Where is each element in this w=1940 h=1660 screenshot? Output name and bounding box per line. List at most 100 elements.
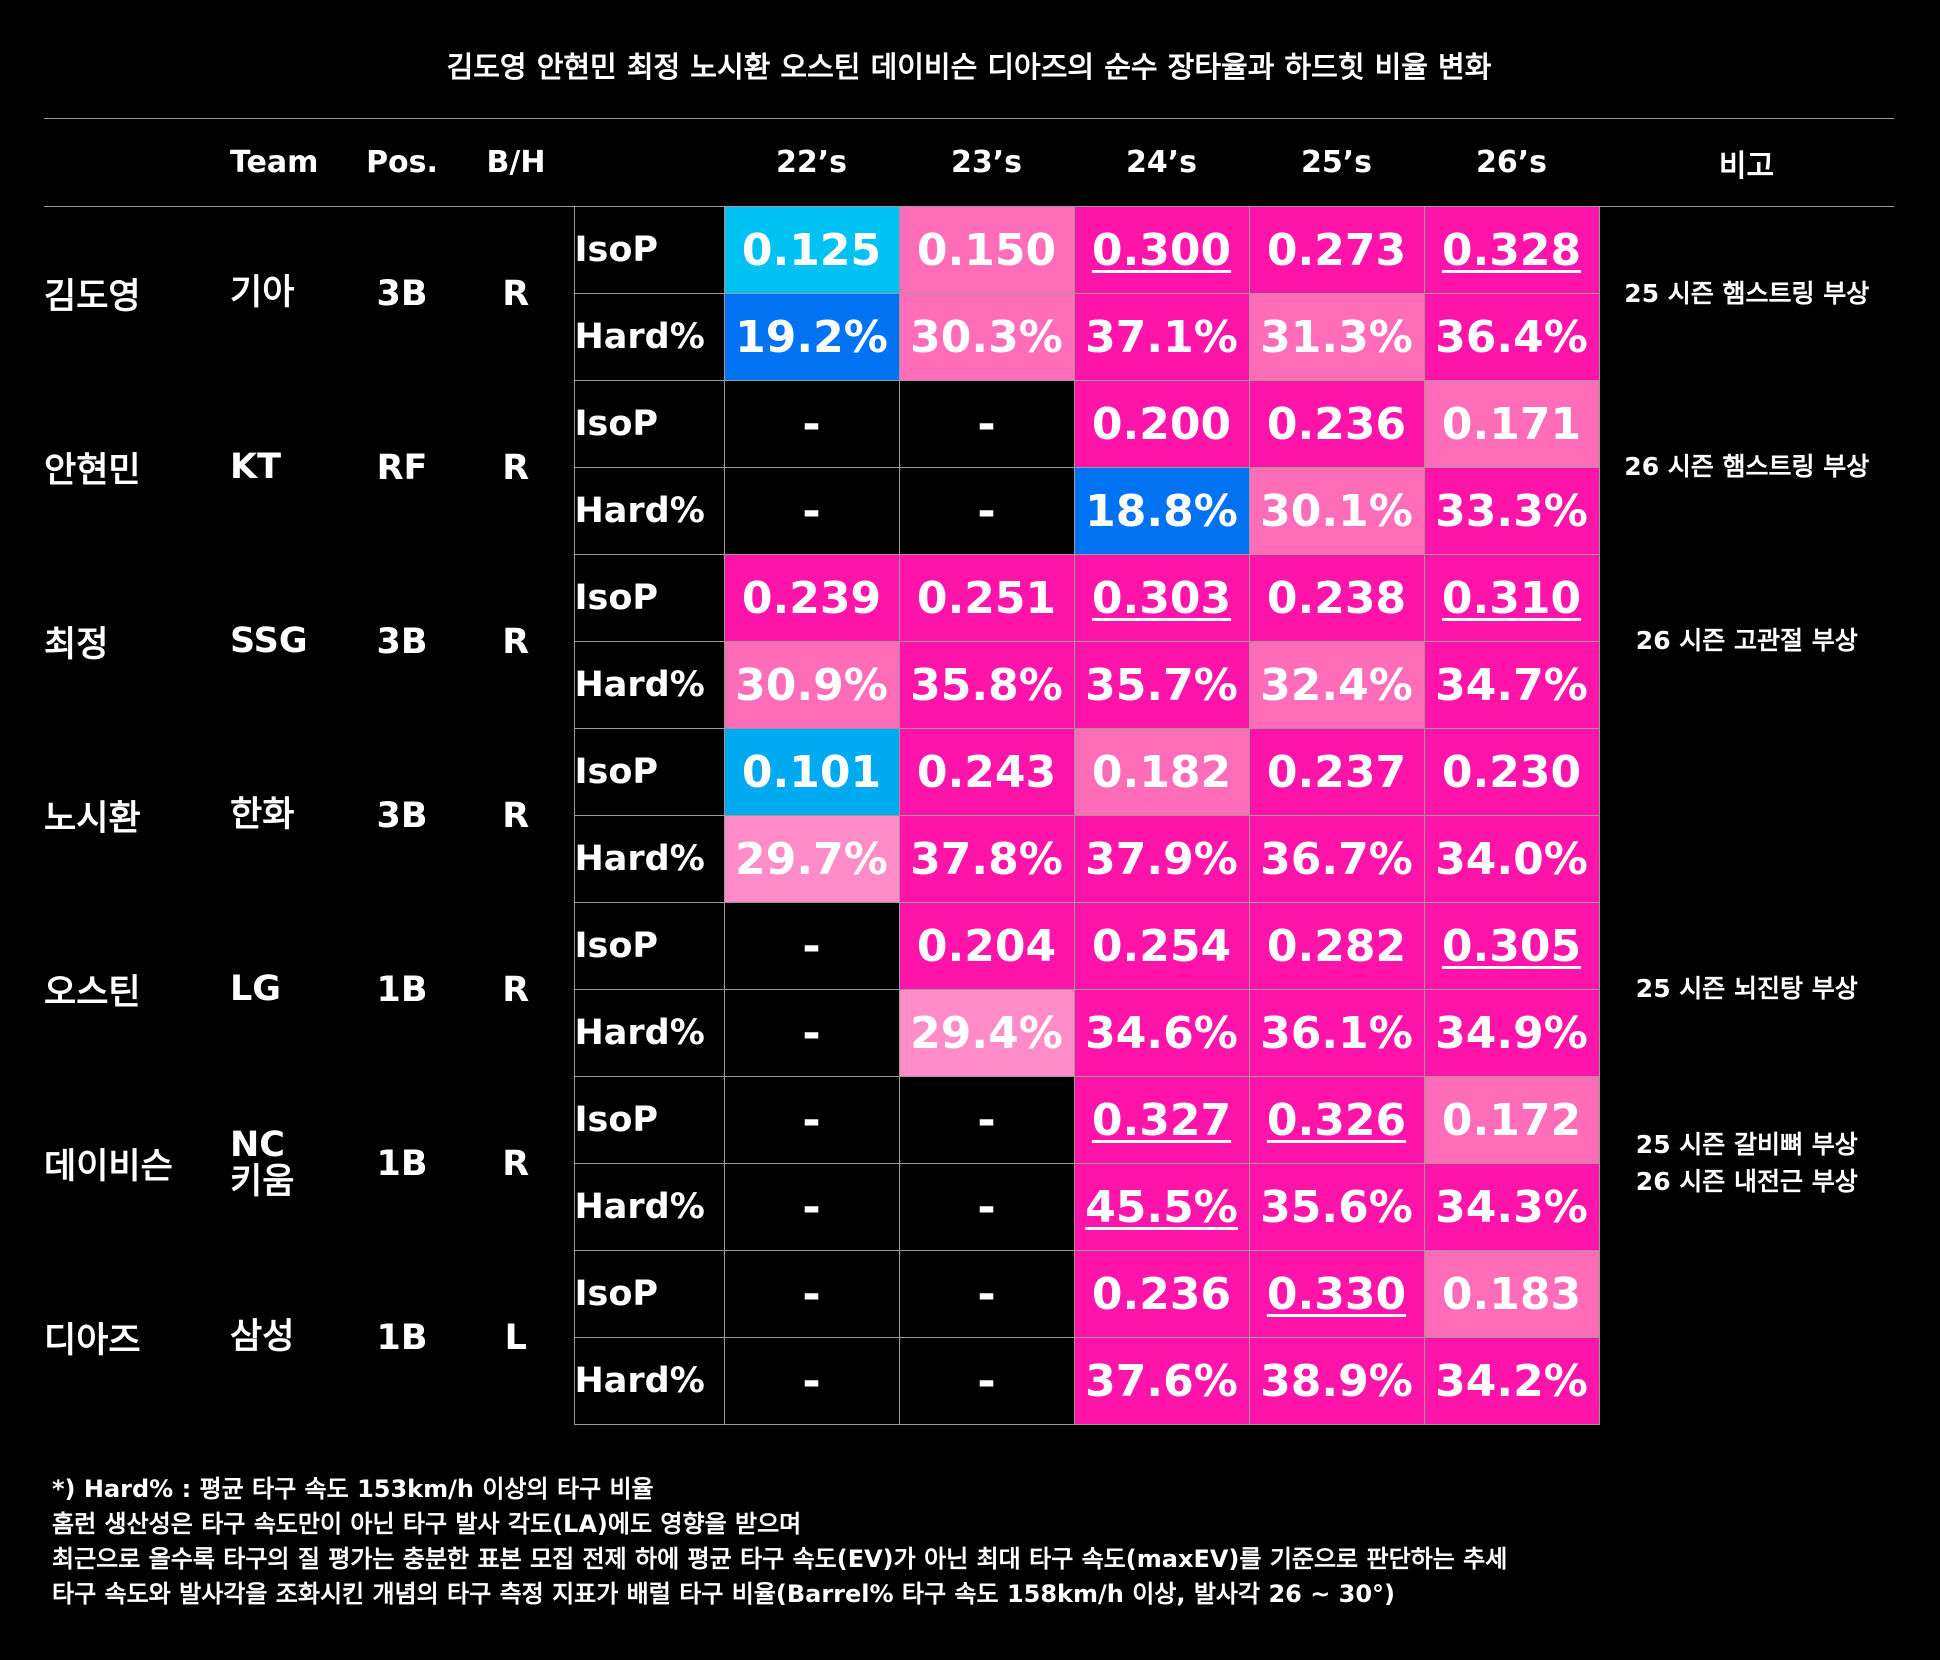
footnote-line: 최근으로 올수록 타구의 질 평가는 충분한 표본 모집 전제 하에 평균 타구… <box>52 1545 1508 1573</box>
footnote-line: 홈런 생산성은 타구 속도만이 아닌 타구 발사 각도(LA)에도 영향을 받으… <box>52 1510 802 1538</box>
stat-cell: 30.3% <box>899 293 1075 381</box>
stat-cell: 0.330 <box>1249 1250 1425 1338</box>
player-team: 삼성 <box>230 1317 295 1358</box>
header-note: 비고 <box>1599 118 1894 207</box>
stat-cell: 34.9% <box>1424 989 1600 1077</box>
stat-value: 37.6% <box>1085 1355 1238 1407</box>
stat-cell: 0.300 <box>1074 206 1250 294</box>
table-row: Hard% - - 37.6% 38.9% 34.2% <box>44 1337 1894 1425</box>
header-season-23: 23’s <box>899 118 1074 207</box>
stat-cell: 35.7% <box>1074 641 1250 729</box>
stat-cell: 36.1% <box>1249 989 1425 1077</box>
stat-value: 0.172 <box>1441 1094 1582 1146</box>
metric-label: IsoP <box>573 728 725 816</box>
stat-value: 34.2% <box>1435 1355 1588 1407</box>
stat-cell: 0.238 <box>1249 554 1425 642</box>
player-position: 1B <box>376 1143 428 1184</box>
metric-label: Hard% <box>573 815 725 903</box>
table-row: 데이비슨 NC 키움 1B R IsoP - - 0.327 0.326 0.172 25 시즌 갈… <box>44 1076 1894 1200</box>
player-note: 25 시즌 갈비뼈 부상 26 시즌 내전근 부상 <box>1599 1077 1894 1251</box>
stat-value: 37.1% <box>1085 311 1238 363</box>
stat-cell: - <box>899 1163 1075 1251</box>
stat-value: 29.4% <box>910 1007 1063 1059</box>
stat-cell: 0.305 <box>1424 902 1600 990</box>
stat-cell: 0.303 <box>1074 554 1250 642</box>
table-row: 김도영 기아 3B R IsoP 0.125 0.150 0.300 0.273 0.328 25 … <box>44 206 1894 317</box>
stat-value: 34.0% <box>1435 833 1588 885</box>
stat-value: 0.236 <box>1266 398 1407 450</box>
player-bats: R <box>502 1143 530 1184</box>
metric-label: Hard% <box>573 293 725 381</box>
header-team: Team <box>230 118 346 207</box>
player-note: 25 시즌 햄스트링 부상 <box>1599 207 1894 381</box>
stat-value: - <box>802 485 821 537</box>
stat-value: 34.3% <box>1435 1181 1588 1233</box>
player-team: LG <box>230 969 282 1010</box>
stat-cell: 38.9% <box>1249 1337 1425 1425</box>
stat-cell: - <box>899 1337 1075 1425</box>
stat-cell: 0.150 <box>899 206 1075 294</box>
table-row: Hard% 30.9% 35.8% 35.7% 32.4% 34.7% <box>44 641 1894 729</box>
stat-cell: 34.0% <box>1424 815 1600 903</box>
header-season-26: 26’s <box>1424 118 1599 207</box>
player-note <box>1599 729 1894 903</box>
stat-cell: 0.273 <box>1249 206 1425 294</box>
player-position: 3B <box>376 795 428 836</box>
stat-cell: 0.183 <box>1424 1250 1600 1338</box>
player-team: NC 키움 <box>230 1124 295 1202</box>
player-position: 1B <box>376 969 428 1010</box>
metric-label: IsoP <box>573 1076 725 1164</box>
stat-value: 0.303 <box>1091 572 1232 624</box>
stat-cell: 36.4% <box>1424 293 1600 381</box>
table-row: 오스틴 LG 1B R IsoP - 0.204 0.254 0.282 0.305 25 시즌 뇌… <box>44 902 1894 1013</box>
header-season-25: 25’s <box>1249 118 1424 207</box>
player-team: SSG <box>230 621 308 662</box>
player-name: 김도영 <box>44 277 141 318</box>
stat-value: 0.251 <box>916 572 1057 624</box>
player-position: 3B <box>376 621 428 662</box>
stat-value: 0.237 <box>1266 746 1407 798</box>
stat-value: 37.8% <box>910 833 1063 885</box>
metric-label: IsoP <box>573 206 725 294</box>
player-name: 데이비슨 <box>44 1147 173 1187</box>
stat-cell: 29.4% <box>899 989 1075 1077</box>
stat-cell: 0.125 <box>724 206 900 294</box>
note-line: 26 시즌 내전근 부상 <box>1635 1166 1858 1196</box>
stat-cell: 30.9% <box>724 641 900 729</box>
stat-value: 34.6% <box>1085 1007 1238 1059</box>
player-position: RF <box>376 447 428 488</box>
stat-value: 35.7% <box>1085 659 1238 711</box>
stat-cell: 37.6% <box>1074 1337 1250 1425</box>
page-title: 김도영 안현민 최정 노시환 오스틴 데이비슨 디아즈의 순수 장타율과 하드힛… <box>446 50 1492 84</box>
header-pos: Pos. <box>346 118 458 207</box>
stat-cell: 36.7% <box>1249 815 1425 903</box>
stat-cell: 37.9% <box>1074 815 1250 903</box>
stat-cell: 0.236 <box>1074 1250 1250 1338</box>
stat-value: - <box>802 920 821 972</box>
stat-value: - <box>802 398 821 450</box>
stat-cell: - <box>899 467 1075 555</box>
stat-value: 0.305 <box>1441 920 1582 972</box>
stat-cell: 35.6% <box>1249 1163 1425 1251</box>
stat-cell: - <box>724 989 900 1077</box>
stat-cell: - <box>724 467 900 555</box>
table-row: Hard% 29.7% 37.8% 37.9% 36.7% 34.0% <box>44 815 1894 903</box>
stat-cell: 0.243 <box>899 728 1075 816</box>
stat-cell: - <box>899 1250 1075 1338</box>
table-body: 김도영 기아 3B R IsoP 0.125 0.150 0.300 0.273 0.328 25 … <box>44 206 1894 1425</box>
note-line: 26 시즌 고관절 부상 <box>1635 626 1858 656</box>
footnote-line: 타구 속도와 발사각을 조화시킨 개념의 타구 측정 지표가 배럴 타구 비율(… <box>52 1580 1396 1608</box>
stat-value: 0.328 <box>1441 224 1582 276</box>
stat-cell: 33.3% <box>1424 467 1600 555</box>
header-season-24: 24’s <box>1074 118 1249 207</box>
stat-cell: 0.310 <box>1424 554 1600 642</box>
stat-value: 0.282 <box>1266 920 1407 972</box>
stat-cell: 45.5% <box>1074 1163 1250 1251</box>
stat-cell: 0.282 <box>1249 902 1425 990</box>
footnote-line: *) Hard% : 평균 타구 속도 153km/h 이상의 타구 비율 <box>52 1475 654 1503</box>
stat-cell: 0.172 <box>1424 1076 1600 1164</box>
stat-value: 31.3% <box>1260 311 1413 363</box>
stat-cell: 0.101 <box>724 728 900 816</box>
player-bats: L <box>504 1317 527 1358</box>
stat-value: 0.326 <box>1266 1094 1407 1146</box>
